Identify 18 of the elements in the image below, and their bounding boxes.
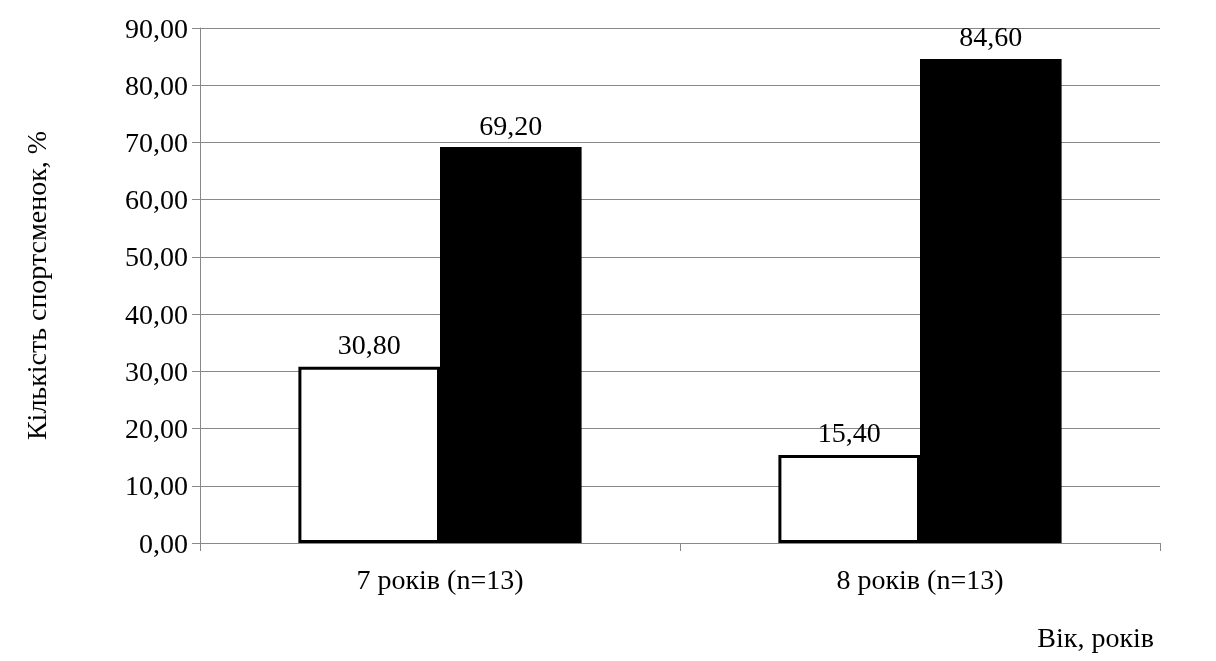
x-tick-label: 8 років (n=13) [836, 563, 1004, 595]
y-axis-title: Кількість спортсменок, % [20, 130, 52, 441]
y-tick-label: 20,00 [125, 413, 188, 445]
y-tick-label: 0,00 [139, 527, 188, 559]
y-tick-label: 30,00 [125, 355, 188, 387]
data-label: 84,60 [959, 21, 1023, 53]
data-label: 69,20 [479, 109, 543, 141]
y-tick-label: 40,00 [125, 298, 188, 330]
data-label: 30,80 [337, 329, 401, 361]
y-tick-label: 60,00 [125, 184, 188, 216]
y-tick-label: 50,00 [125, 241, 188, 273]
y-tick-label: 80,00 [125, 69, 188, 101]
y-tick-label: 70,00 [125, 126, 188, 158]
y-tick-label: 90,00 [125, 12, 188, 44]
y-tick-label: 10,00 [125, 470, 188, 502]
data-label: 15,40 [817, 417, 881, 449]
x-tick-label: 7 років (n=13) [356, 563, 524, 595]
x-axis-title: Вік, років [1037, 621, 1154, 653]
